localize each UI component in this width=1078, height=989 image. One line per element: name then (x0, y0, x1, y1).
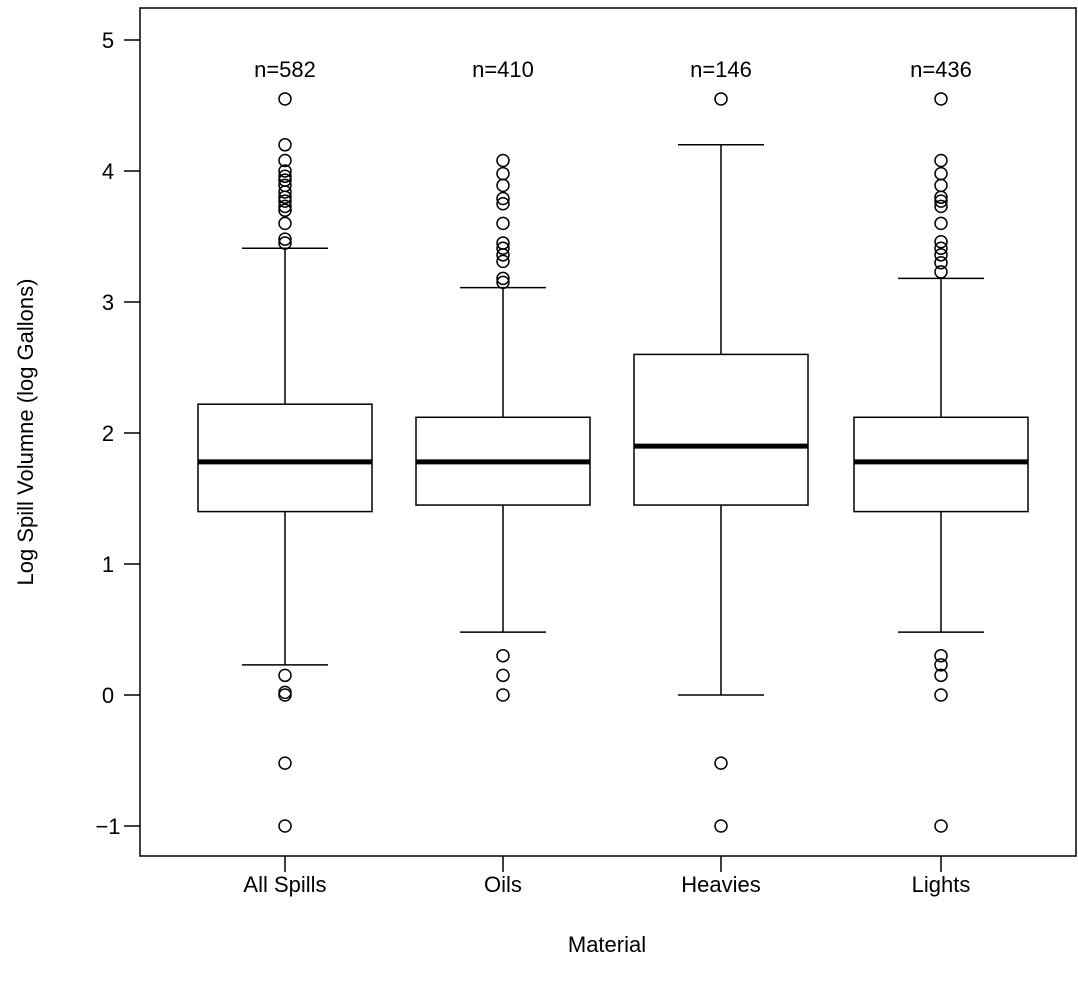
outlier-point (934, 166, 948, 181)
outlier-point (278, 199, 292, 214)
y-tick-label: 0 (102, 683, 114, 708)
box-2 (415, 153, 591, 702)
outlier-point (934, 248, 948, 262)
outlier-point (496, 254, 510, 269)
box-4 (853, 92, 1029, 833)
outlier-point (496, 178, 510, 193)
outlier-point (934, 265, 948, 279)
outlier-point (934, 668, 948, 683)
outlier-point (496, 668, 510, 683)
plot-frame (139, 7, 1077, 857)
outlier-point (278, 668, 292, 683)
y-axis: −1 0 1 2 3 4 5 (95, 28, 140, 839)
outlier-point (278, 685, 292, 700)
outlier-point (496, 216, 510, 231)
outlier-point (496, 688, 510, 702)
outlier-point (934, 648, 948, 663)
x-tick-label: Heavies (681, 872, 760, 897)
outlier-point (496, 275, 510, 290)
y-tick-label: 5 (102, 28, 114, 53)
outlier-point (934, 178, 948, 193)
outlier-point (278, 194, 292, 208)
outlier-point (278, 216, 292, 231)
outlier-point (278, 756, 292, 770)
y-tick-label: 1 (102, 552, 114, 577)
outlier-point (934, 234, 948, 249)
outlier-point (496, 166, 510, 181)
box-iqr (853, 416, 1029, 513)
outlier-point (278, 164, 292, 178)
x-tick-label: Lights (912, 872, 971, 897)
count-label: n=146 (690, 57, 752, 82)
y-tick-label: 4 (102, 159, 114, 184)
outlier-point (278, 185, 292, 199)
outlier-point (934, 190, 948, 204)
outlier-point (496, 241, 510, 256)
outlier-point (278, 190, 292, 204)
outlier-point (278, 688, 292, 702)
outlier-point (278, 153, 292, 168)
outlier-point (496, 271, 510, 286)
count-label: n=436 (910, 57, 972, 82)
outlier-point (278, 236, 292, 250)
outlier-point (496, 191, 510, 206)
outlier-point (934, 688, 948, 702)
y-tick-label: −1 (95, 814, 120, 839)
box-3 (633, 92, 809, 833)
outlier-point (714, 92, 728, 106)
outlier-point (714, 819, 728, 833)
outlier-point (934, 194, 948, 208)
outlier-point (934, 153, 948, 168)
outlier-point (934, 819, 948, 833)
box-1 (197, 92, 373, 833)
outlier-point (278, 92, 292, 106)
x-tick-label: All Spills (243, 872, 326, 897)
outlier-point (278, 169, 292, 183)
outlier-point (278, 203, 292, 218)
box-iqr (633, 353, 809, 506)
box-iqr (197, 403, 373, 513)
x-tick-label: Oils (484, 872, 522, 897)
x-axis: All Spills Oils Heavies Lights (243, 856, 970, 897)
y-tick-label: 3 (102, 290, 114, 315)
outlier-point (496, 153, 510, 168)
box-series (197, 92, 1029, 833)
outlier-point (934, 658, 948, 672)
count-label: n=582 (254, 57, 316, 82)
outlier-point (278, 232, 292, 246)
outlier-point (934, 255, 948, 270)
outlier-point (714, 756, 728, 770)
outlier-point (934, 241, 948, 256)
count-labels: n=582 n=410 n=146 n=436 (254, 57, 972, 82)
outlier-point (278, 819, 292, 833)
outlier-point (496, 197, 510, 211)
count-label: n=410 (472, 57, 534, 82)
outlier-point (934, 216, 948, 231)
outlier-point (496, 648, 510, 663)
outlier-point (278, 138, 292, 152)
outlier-point (496, 248, 510, 262)
y-tick-label: 2 (102, 421, 114, 446)
y-axis-label: Log Spill Volumne (log Gallons) (13, 279, 38, 586)
outlier-point (934, 92, 948, 106)
outlier-point (934, 199, 948, 214)
x-axis-label: Material (568, 932, 646, 957)
